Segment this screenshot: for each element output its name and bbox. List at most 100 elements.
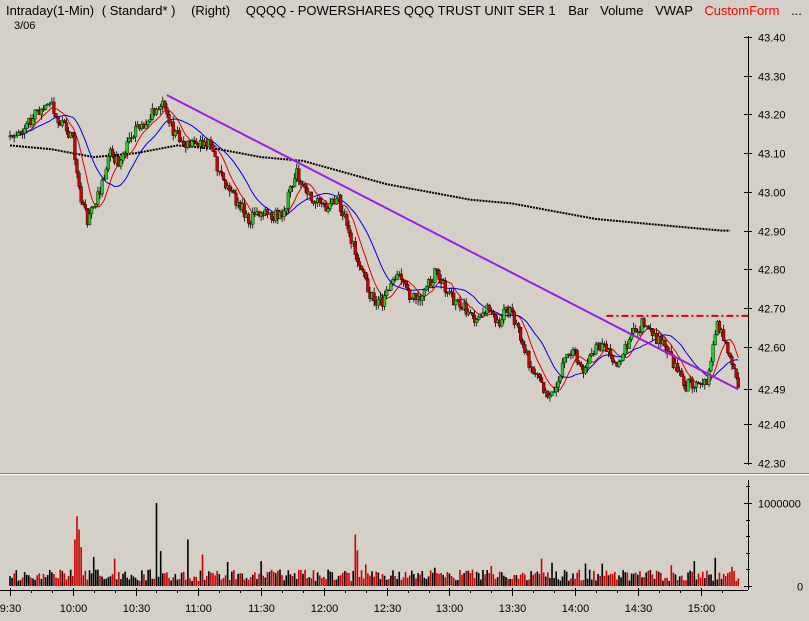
candle-up — [686, 379, 690, 392]
candle-up — [550, 391, 554, 396]
price-tick-label: 42.30 — [758, 459, 786, 471]
candle-up — [92, 206, 96, 208]
header-item-vwap: VWAP — [655, 3, 693, 18]
price-tick-label: 43.20 — [758, 110, 786, 122]
time-tick-label: 15:00 — [688, 603, 716, 615]
price-tick-label: 42.60 — [758, 343, 786, 355]
candle-down — [401, 279, 406, 282]
candle-up — [334, 198, 339, 205]
candle-up — [31, 118, 35, 126]
candle-up — [90, 207, 94, 215]
candle-down — [609, 349, 613, 357]
candle-up — [96, 191, 100, 205]
candle-up — [48, 103, 52, 106]
candle-down — [724, 340, 728, 343]
time-tick-label: 11:00 — [185, 603, 212, 615]
time-tick-label: 11:30 — [248, 603, 275, 615]
candle-down — [470, 312, 475, 316]
candle-up — [424, 286, 429, 291]
candle-up — [420, 295, 424, 301]
candle-up — [119, 159, 123, 167]
candle-up — [562, 357, 567, 364]
chart-overlays — [166, 94, 748, 391]
candle-down — [246, 213, 251, 224]
candle-down — [242, 203, 246, 218]
candle-up — [94, 204, 98, 207]
candle-down — [357, 261, 362, 267]
candle-up — [127, 137, 131, 142]
candle-down — [234, 192, 238, 206]
price-tick-label: 43.10 — [758, 149, 786, 161]
candle-down — [303, 183, 307, 189]
candle-down — [372, 292, 376, 302]
candle-down — [646, 325, 650, 330]
candle-down — [71, 132, 75, 137]
candle-up — [313, 202, 318, 204]
candle-up — [391, 279, 395, 284]
header-item-symbol: QQQQ - POWERSHARES QQQ TRUST UNIT SER 1 — [246, 3, 556, 18]
candle-down — [54, 113, 58, 118]
candle-down — [722, 329, 726, 341]
candle-down — [472, 314, 477, 323]
candle-down — [52, 101, 56, 114]
candle-down — [341, 211, 345, 217]
header-item-mode: ( Standard* ) — [102, 3, 176, 18]
candle-down — [192, 140, 196, 142]
candle-down — [177, 130, 182, 142]
candle-up — [629, 333, 634, 340]
candle-down — [682, 376, 686, 387]
candle-up — [481, 312, 485, 317]
candle-up — [552, 391, 556, 393]
candle-down — [717, 321, 722, 333]
candle-up — [709, 361, 713, 371]
time-tick-label: 14:30 — [625, 603, 653, 615]
candle-up — [433, 268, 437, 283]
candle-down — [81, 202, 85, 205]
price-tick-label: 42.49 — [758, 385, 786, 397]
candle-down — [542, 381, 546, 393]
candle-down — [221, 172, 226, 181]
date-label: 3/06 — [14, 20, 35, 32]
candle-down — [311, 200, 316, 204]
volume-tick-label: 0 — [797, 582, 803, 594]
volume-tick-label: 1000000 — [758, 499, 801, 511]
candle-down — [493, 314, 498, 323]
candle-up — [284, 208, 288, 212]
candle-down — [359, 265, 364, 270]
trendline[interactable] — [166, 94, 739, 391]
candle-up — [159, 106, 163, 110]
candle-down — [345, 214, 349, 226]
candle-down — [575, 350, 579, 363]
candle-down — [167, 114, 171, 124]
candle-down — [604, 343, 609, 352]
header-title: Intraday(1-Min) ( Standard* ) (Right) QQ… — [6, 3, 802, 18]
candle-up — [190, 140, 194, 147]
candle-up — [565, 354, 569, 358]
candle-down — [56, 116, 60, 124]
candle-down — [364, 272, 368, 279]
ma-slow-line — [9, 114, 739, 378]
candle-down — [299, 180, 303, 185]
candle-down — [219, 170, 223, 174]
candle-up — [102, 178, 106, 181]
candle-down — [680, 370, 684, 377]
candle-down — [171, 121, 175, 136]
candle-up — [251, 212, 255, 225]
candle-down — [213, 151, 217, 157]
candle-down — [663, 340, 667, 347]
candle-down — [406, 284, 410, 291]
candle-up — [259, 212, 263, 217]
candle-down — [734, 368, 738, 378]
candle-down — [75, 159, 79, 174]
candle-up — [619, 360, 623, 362]
header-item-bar: Bar — [568, 3, 589, 18]
candle-down — [64, 122, 69, 132]
candle-down — [487, 304, 491, 312]
candle-up — [87, 213, 92, 225]
candle-down — [458, 299, 462, 308]
candle-up — [502, 309, 506, 321]
header-item-customform: CustomForm — [704, 3, 779, 18]
candle-up — [33, 109, 37, 120]
candle-down — [537, 373, 542, 378]
